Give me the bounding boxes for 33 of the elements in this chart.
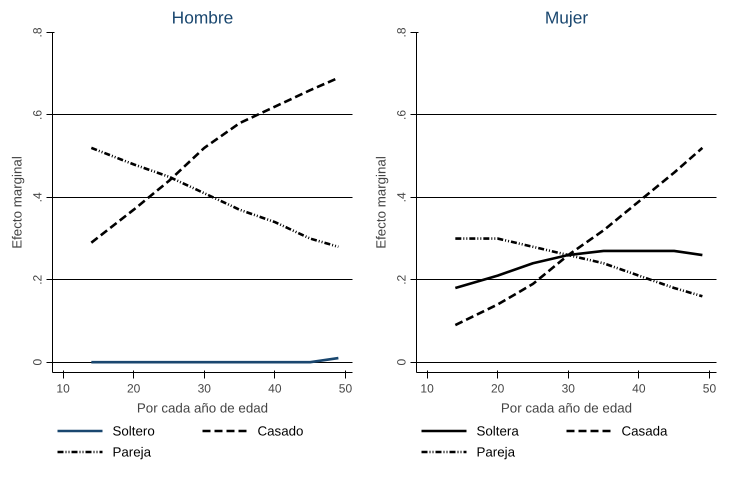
chart-title: Mujer — [544, 8, 588, 28]
x-tick-label: 50 — [702, 382, 716, 396]
legend-label: Soltero — [112, 424, 155, 438]
x-tick-label: 40 — [632, 382, 646, 396]
y-axis-title: Efecto marginal — [374, 156, 388, 249]
legend-label: Casada — [622, 424, 668, 438]
y-tick-label: .8 — [394, 27, 408, 38]
y-tick-label: .2 — [30, 274, 44, 285]
legend-label: Casado — [258, 424, 304, 438]
x-tick-label: 20 — [491, 382, 505, 396]
legend-label: Pareja — [112, 444, 152, 460]
line-series — [454, 146, 704, 326]
y-tick-label: .4 — [30, 192, 44, 202]
legend-label: Pareja — [476, 444, 516, 460]
y-tick-label: .6 — [30, 110, 44, 120]
x-tick-label: 30 — [198, 382, 212, 396]
y-tick-label: .4 — [394, 192, 408, 202]
y-tick-label: .6 — [394, 110, 408, 120]
x-axis-title: Por cada año de edad — [500, 400, 632, 416]
y-tick-label: 0 — [394, 358, 408, 366]
y-tick-label: .8 — [30, 27, 44, 38]
x-tick-label: 40 — [268, 382, 282, 396]
y-axis-title: Efecto marginal — [10, 156, 24, 249]
x-tick-label: 10 — [56, 382, 70, 396]
x-tick-label: 10 — [420, 382, 434, 396]
x-tick-label: 50 — [338, 382, 352, 396]
x-tick-label: 30 — [562, 382, 576, 396]
y-tick-label: .2 — [394, 274, 408, 285]
x-axis-title: Por cada año de edad — [136, 400, 268, 416]
chart-title: Hombre — [172, 8, 234, 28]
x-tick-label: 20 — [127, 382, 141, 396]
legend-label: Soltera — [476, 424, 520, 438]
y-tick-label: 0 — [30, 358, 44, 366]
